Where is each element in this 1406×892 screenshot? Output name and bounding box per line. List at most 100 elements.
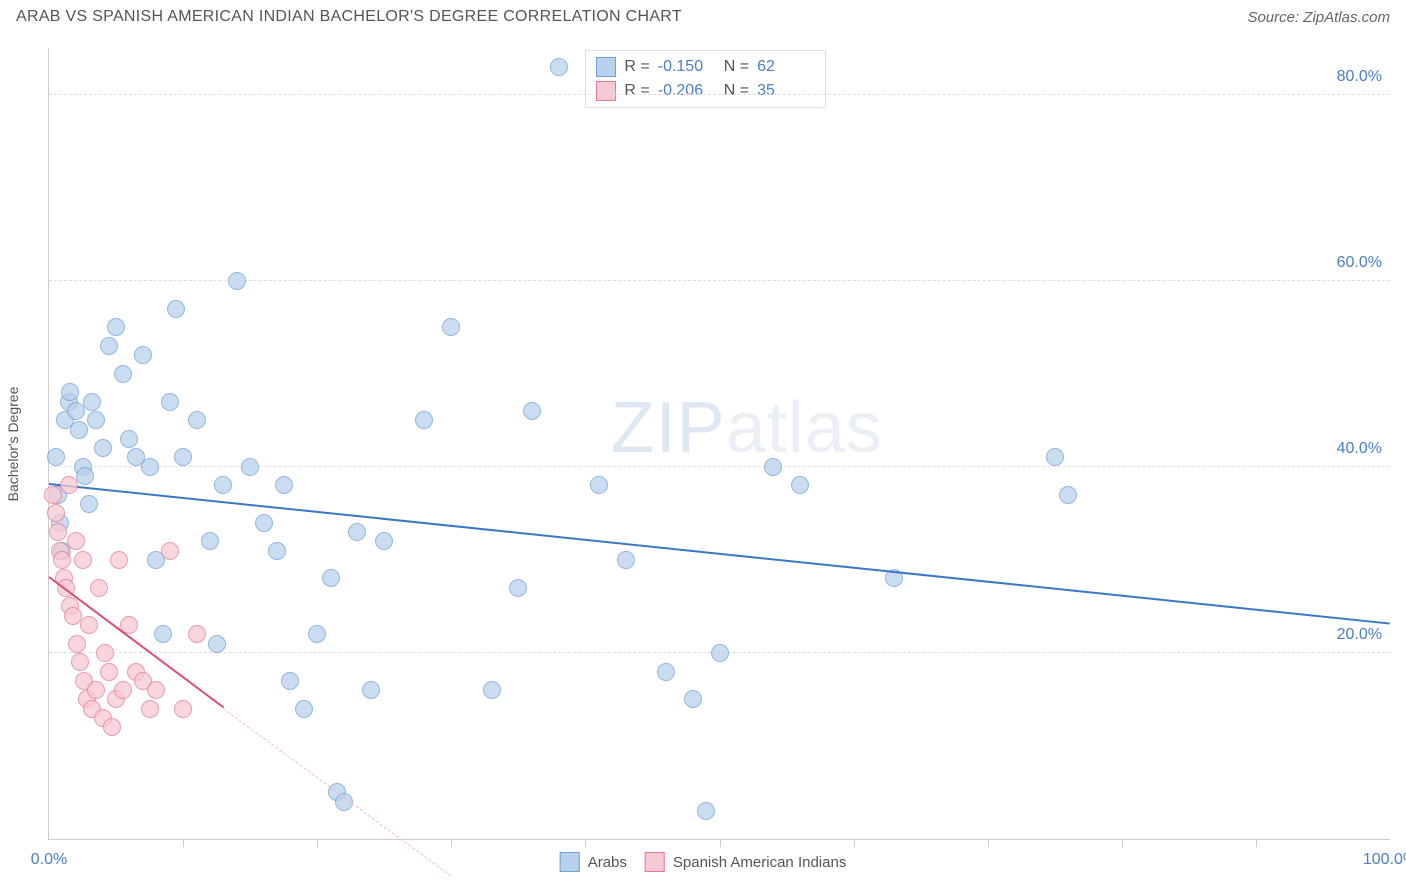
x-tick: [720, 839, 721, 847]
data-point: [188, 411, 206, 429]
y-tick-label: 80.0%: [1337, 68, 1382, 86]
data-point: [141, 700, 159, 718]
data-point: [684, 690, 702, 708]
data-point: [509, 579, 527, 597]
legend-label: Arabs: [588, 854, 627, 871]
n-label: N =: [724, 82, 749, 100]
data-point: [71, 653, 89, 671]
data-point: [80, 495, 98, 513]
watermark-thin: atlas: [726, 388, 883, 468]
legend-label: Spanish American Indians: [673, 854, 846, 871]
legend-series: Arabs Spanish American Indians: [560, 852, 847, 872]
data-point: [67, 532, 85, 550]
n-value: 35: [757, 82, 815, 100]
data-point: [74, 551, 92, 569]
r-label: R =: [624, 58, 649, 76]
n-label: N =: [724, 58, 749, 76]
data-point: [174, 448, 192, 466]
data-point: [295, 700, 313, 718]
scatter-chart: Bachelor's Degree ZIPatlas R = -0.150N =…: [48, 48, 1390, 840]
r-value: -0.206: [658, 82, 716, 100]
data-point: [61, 383, 79, 401]
legend-swatch: [560, 852, 580, 872]
x-tick: [317, 839, 318, 847]
data-point: [214, 476, 232, 494]
data-point: [100, 663, 118, 681]
y-tick-label: 40.0%: [1337, 440, 1382, 458]
x-tick: [988, 839, 989, 847]
trend-line: [223, 708, 452, 876]
data-point: [791, 476, 809, 494]
data-point: [80, 616, 98, 634]
data-point: [483, 681, 501, 699]
legend-swatch: [645, 852, 665, 872]
legend-swatch: [596, 57, 616, 77]
data-point: [281, 672, 299, 690]
data-point: [87, 411, 105, 429]
r-value: -0.150: [658, 58, 716, 76]
data-point: [764, 458, 782, 476]
data-point: [348, 523, 366, 541]
y-tick-label: 60.0%: [1337, 254, 1382, 272]
chart-title: ARAB VS SPANISH AMERICAN INDIAN BACHELOR…: [16, 8, 682, 26]
n-value: 62: [757, 58, 815, 76]
data-point: [241, 458, 259, 476]
watermark-bold: ZIP: [611, 388, 726, 468]
x-tick: [854, 839, 855, 847]
legend-swatch: [596, 81, 616, 101]
header: ARAB VS SPANISH AMERICAN INDIAN BACHELOR…: [0, 0, 1406, 30]
data-point: [114, 681, 132, 699]
x-axis-max-label: 100.0%: [1363, 851, 1406, 869]
data-point: [523, 402, 541, 420]
data-point: [697, 802, 715, 820]
data-point: [590, 476, 608, 494]
data-point: [103, 718, 121, 736]
data-point: [141, 458, 159, 476]
data-point: [161, 542, 179, 560]
data-point: [68, 635, 86, 653]
x-tick: [1256, 839, 1257, 847]
data-point: [375, 532, 393, 550]
data-point: [70, 421, 88, 439]
data-point: [268, 542, 286, 560]
data-point: [47, 448, 65, 466]
legend-item: Arabs: [560, 852, 627, 872]
data-point: [1046, 448, 1064, 466]
data-point: [53, 551, 71, 569]
data-point: [100, 337, 118, 355]
data-point: [550, 58, 568, 76]
watermark: ZIPatlas: [611, 387, 883, 469]
data-point: [188, 625, 206, 643]
gridline: [49, 280, 1390, 281]
legend-item: Spanish American Indians: [645, 852, 846, 872]
y-axis-label: Bachelor's Degree: [5, 386, 21, 501]
data-point: [442, 318, 460, 336]
legend-correlation: R = -0.150N = 62R = -0.206N = 35: [585, 50, 826, 108]
x-tick: [451, 839, 452, 847]
x-axis-min-label: 0.0%: [31, 851, 67, 869]
data-point: [617, 551, 635, 569]
data-point: [83, 393, 101, 411]
data-point: [90, 579, 108, 597]
data-point: [67, 402, 85, 420]
data-point: [362, 681, 380, 699]
data-point: [120, 430, 138, 448]
data-point: [154, 625, 172, 643]
data-point: [208, 635, 226, 653]
data-point: [47, 504, 65, 522]
data-point: [201, 532, 219, 550]
data-point: [711, 644, 729, 662]
source-label: Source: ZipAtlas.com: [1247, 9, 1390, 26]
data-point: [255, 514, 273, 532]
trend-line: [49, 483, 1390, 625]
x-tick: [1122, 839, 1123, 847]
data-point: [161, 393, 179, 411]
data-point: [114, 365, 132, 383]
data-point: [174, 700, 192, 718]
x-tick: [183, 839, 184, 847]
gridline: [49, 94, 1390, 95]
data-point: [275, 476, 293, 494]
x-tick: [585, 839, 586, 847]
data-point: [64, 607, 82, 625]
data-point: [94, 439, 112, 457]
